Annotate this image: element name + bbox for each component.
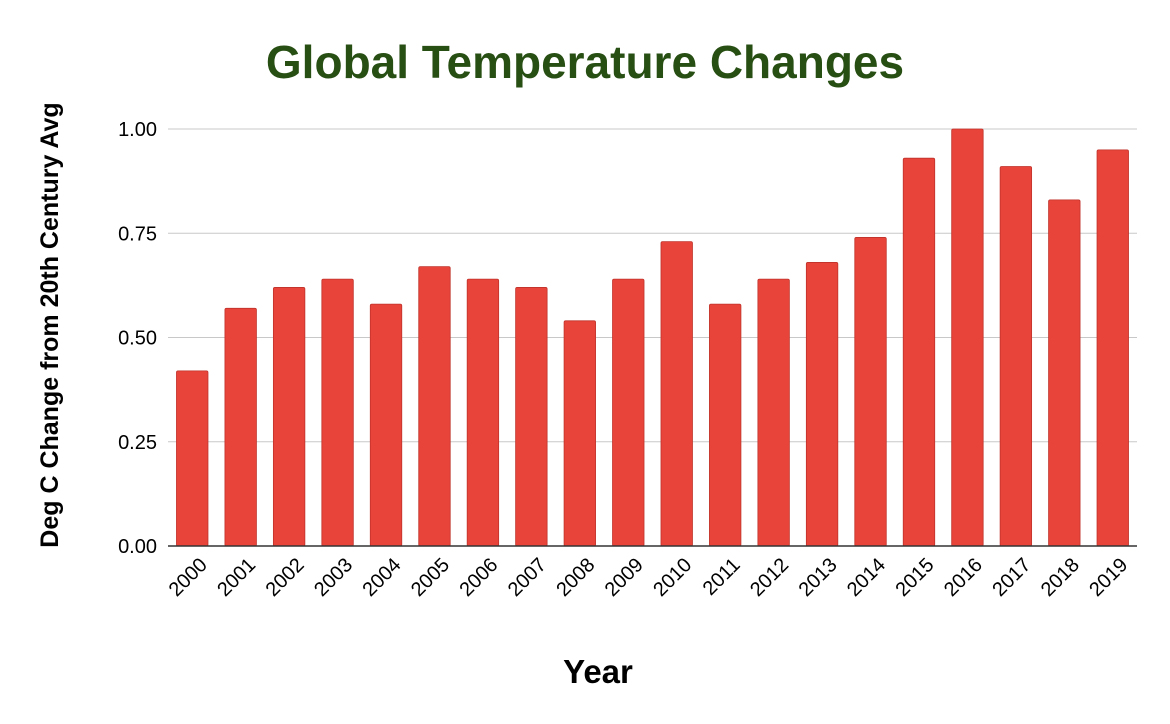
x-tick-label: 2012	[746, 554, 793, 601]
bar-2006	[466, 278, 500, 547]
bar-2012	[757, 278, 790, 547]
x-tick-label: 2011	[699, 554, 745, 600]
x-tick-label: 2010	[649, 554, 696, 601]
y-tick-label: 0.00	[118, 536, 157, 558]
x-tick-label: 2007	[504, 554, 551, 601]
x-tick-labels: 2000 2001 2002 2003 2004 2005 2006 2007 2008 2009…	[165, 554, 1133, 601]
bar-2002	[272, 287, 306, 547]
x-tick-label: 2005	[407, 554, 454, 601]
x-tick-label: 2002	[262, 554, 309, 601]
x-axis-title: Year	[563, 653, 633, 690]
y-axis-title: Deg C Change from 20th Century Avg	[36, 102, 64, 547]
x-tick-label: 2018	[1037, 554, 1084, 601]
x-tick-label: 2004	[359, 554, 406, 601]
bar-2015	[902, 157, 936, 547]
y-tick-label: 1.00	[118, 119, 157, 141]
x-tick-label: 2009	[601, 554, 648, 601]
x-tick-label: 2013	[795, 554, 842, 601]
bar-2009	[612, 278, 645, 547]
gridlines	[168, 128, 1137, 443]
x-tick-label: 2006	[455, 554, 502, 601]
bar-2001	[224, 307, 257, 547]
bar-2004	[369, 303, 403, 547]
bar-2007	[515, 287, 548, 547]
y-tick-label: 0.50	[118, 328, 157, 350]
bar-2017	[999, 166, 1033, 547]
bar-2010	[660, 241, 693, 547]
x-tick-label: 2014	[843, 554, 890, 601]
x-tick-label: 2019	[1085, 554, 1132, 601]
bar-2011	[709, 303, 742, 547]
bar-2003	[321, 278, 354, 547]
bar-2016	[951, 128, 984, 547]
chart-title: Global Temperature Changes	[266, 36, 904, 88]
x-tick-label: 2017	[988, 554, 1035, 601]
y-tick-labels: 0.00 0.25 0.50 0.75 1.00	[118, 119, 157, 558]
bars	[176, 128, 1129, 547]
x-tick-label: 2008	[552, 554, 599, 601]
y-tick-label: 0.25	[118, 432, 157, 454]
bar-2018	[1048, 199, 1081, 547]
bar-2013	[805, 262, 839, 547]
bar-2019	[1096, 149, 1129, 547]
bar-2014	[854, 237, 887, 547]
bar-2000	[176, 370, 209, 547]
x-tick-label: 2000	[165, 554, 212, 601]
y-tick-label: 0.75	[118, 223, 157, 245]
x-tick-label: 2001	[213, 554, 260, 601]
x-tick-label: 2015	[891, 554, 938, 601]
x-tick-label: 2016	[940, 554, 987, 601]
bar-2008	[563, 320, 596, 547]
bar-2005	[418, 266, 451, 547]
x-tick-label: 2003	[310, 554, 357, 601]
